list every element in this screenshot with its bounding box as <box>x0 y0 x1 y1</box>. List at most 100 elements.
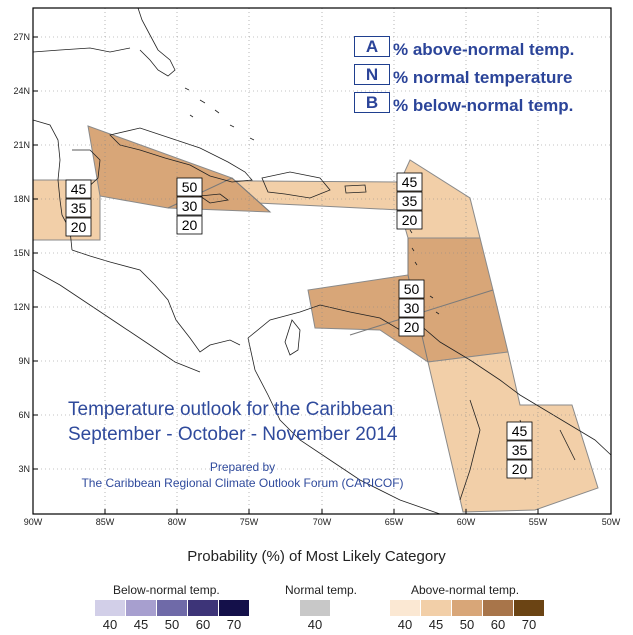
prob-value-below: 20 <box>71 219 87 235</box>
map-title-line1: Temperature outlook for the Caribbean <box>68 399 394 420</box>
prob-cell-normal <box>65 198 92 218</box>
key-b-box: B <box>354 92 390 113</box>
axis-ticks <box>33 36 539 514</box>
legend-swatch-below <box>126 600 156 616</box>
legend-swatch-above <box>514 600 544 616</box>
region-cuba-jamaica <box>87 125 272 213</box>
longitude-labels: 90W 85W 80W 75W 70W 65W 60W 55W 50W <box>24 517 621 527</box>
legend-value-above: 70 <box>521 617 537 632</box>
lat-label: 27N <box>13 32 30 42</box>
lat-label: 9N <box>18 356 30 366</box>
prob-cell-normal <box>396 191 423 211</box>
key-n-letter: N <box>365 64 379 84</box>
prob-value-below: 20 <box>404 319 420 335</box>
prob-value-above: 50 <box>404 281 420 297</box>
prob-box: 45 35 20 <box>396 172 423 230</box>
lat-label: 24N <box>13 86 30 96</box>
prob-value-above: 50 <box>182 179 198 195</box>
prob-box: 45 35 20 <box>65 179 92 237</box>
probability-boxes: 45 35 20 50 30 20 45 35 20 50 30 20 45 35 20 <box>65 172 533 479</box>
key-b-letter: B <box>365 92 379 112</box>
prob-cell-normal <box>176 196 203 216</box>
prob-box: 50 30 20 <box>176 177 203 235</box>
legend-value-below: 45 <box>133 617 149 632</box>
prob-cell-above <box>65 179 92 199</box>
lat-label: 18N <box>13 194 30 204</box>
prepared-by: Prepared by <box>209 460 276 474</box>
key-a-text: % above-normal temp. <box>393 40 575 59</box>
legend-value-above: 50 <box>459 617 475 632</box>
prob-value-below: 20 <box>512 461 528 477</box>
prob-cell-below <box>398 317 425 337</box>
legend-swatch-above <box>421 600 451 616</box>
legend-normal-label: Normal temp. <box>285 583 358 597</box>
prob-cell-above <box>396 172 423 192</box>
lat-label: 21N <box>13 140 30 150</box>
prob-value-normal: 30 <box>182 198 198 214</box>
prob-box: 45 35 20 <box>506 421 533 479</box>
lat-label: 15N <box>13 248 30 258</box>
prepared-by-org: The Caribbean Regional Climate Outlook F… <box>81 476 404 490</box>
prob-value-above: 45 <box>512 423 528 439</box>
prob-value-normal: 35 <box>512 442 528 458</box>
lat-label: 3N <box>18 464 30 474</box>
prob-value-normal: 35 <box>71 200 87 216</box>
prob-value-below: 20 <box>402 212 418 228</box>
prob-cell-above <box>398 279 425 299</box>
prob-value-normal: 30 <box>404 300 420 316</box>
lon-label: 85W <box>96 517 115 527</box>
lon-label: 75W <box>240 517 259 527</box>
lon-label: 55W <box>529 517 548 527</box>
lon-label: 60W <box>457 517 476 527</box>
prob-cell-above <box>506 421 533 441</box>
key-n-text: % normal temperature <box>393 68 573 87</box>
legend-title: Probability (%) of Most Likely Category <box>187 548 446 565</box>
legend-swatch-above <box>452 600 482 616</box>
coastlines <box>32 7 612 515</box>
legend-swatch-below <box>95 600 125 616</box>
prob-cell-normal <box>398 298 425 318</box>
legend-swatch-normal <box>300 600 330 616</box>
lon-label: 90W <box>24 517 43 527</box>
prob-cell-below <box>396 210 423 230</box>
prob-box: 50 30 20 <box>398 279 425 337</box>
legend-swatch-above <box>483 600 513 616</box>
legend-value-above: 60 <box>490 617 506 632</box>
lon-label: 50W <box>602 517 621 527</box>
legend-value-above: 45 <box>428 617 444 632</box>
lon-label: 70W <box>313 517 332 527</box>
prob-cell-above <box>176 177 203 197</box>
lat-label: 6N <box>18 410 30 420</box>
legend-value-below: 60 <box>195 617 211 632</box>
legend-swatch-below <box>219 600 249 616</box>
map-title-line2: September - October - November 2014 <box>68 424 398 445</box>
prob-cell-normal <box>506 440 533 460</box>
prob-cell-below <box>65 217 92 237</box>
legend-value-below: 70 <box>226 617 242 632</box>
legend-below-label: Below-normal temp. <box>113 583 220 597</box>
legend-above-label: Above-normal temp. <box>411 583 520 597</box>
prob-cell-below <box>506 459 533 479</box>
legend-value-below: 50 <box>164 617 180 632</box>
legend-value-above: 40 <box>397 617 413 632</box>
legend-value-normal: 40 <box>307 617 323 632</box>
latitude-labels: 27N 24N 21N 18N 15N 12N 9N 6N 3N <box>13 32 30 474</box>
lon-label: 65W <box>385 517 404 527</box>
legend-swatch-below <box>188 600 218 616</box>
lat-label: 12N <box>13 302 30 312</box>
key-a-letter: A <box>365 36 379 56</box>
prob-cell-below <box>176 215 203 235</box>
key-a-box: A <box>354 36 390 57</box>
key-n-box: N <box>354 64 390 85</box>
prob-value-normal: 35 <box>402 193 418 209</box>
graticule <box>33 8 611 514</box>
legend-swatch-below <box>157 600 187 616</box>
prob-value-below: 20 <box>182 217 198 233</box>
lon-label: 80W <box>168 517 187 527</box>
key-b-text: % below-normal temp. <box>393 96 574 115</box>
prob-value-above: 45 <box>402 174 418 190</box>
legend-swatch-above <box>390 600 420 616</box>
legend-value-below: 40 <box>102 617 118 632</box>
prob-value-above: 45 <box>71 181 87 197</box>
